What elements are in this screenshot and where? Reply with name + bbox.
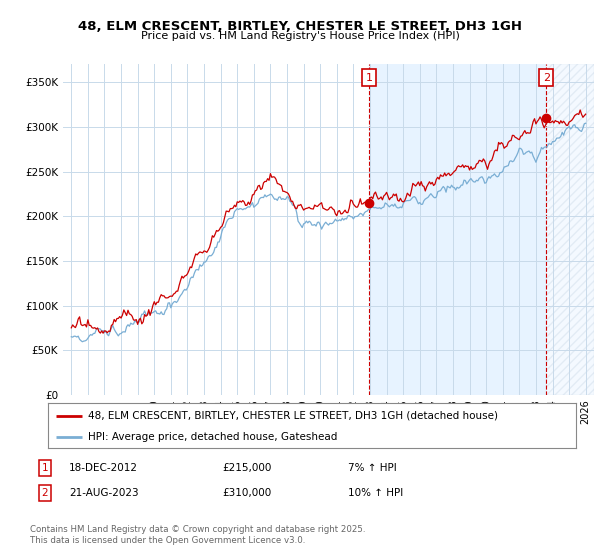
Text: 48, ELM CRESCENT, BIRTLEY, CHESTER LE STREET, DH3 1GH: 48, ELM CRESCENT, BIRTLEY, CHESTER LE ST… [78, 20, 522, 32]
Text: £310,000: £310,000 [222, 488, 271, 498]
Text: HPI: Average price, detached house, Gateshead: HPI: Average price, detached house, Gate… [88, 432, 337, 442]
Bar [547, 64, 594, 395]
Text: £215,000: £215,000 [222, 463, 271, 473]
Text: 2: 2 [543, 73, 550, 83]
Text: 7% ↑ HPI: 7% ↑ HPI [348, 463, 397, 473]
Text: 10% ↑ HPI: 10% ↑ HPI [348, 488, 403, 498]
Text: 1: 1 [41, 463, 49, 473]
Bar [370, 64, 547, 395]
Text: Price paid vs. HM Land Registry's House Price Index (HPI): Price paid vs. HM Land Registry's House … [140, 31, 460, 41]
Text: 2: 2 [41, 488, 49, 498]
Text: 1: 1 [366, 73, 373, 83]
Text: 18-DEC-2012: 18-DEC-2012 [69, 463, 138, 473]
Text: 48, ELM CRESCENT, BIRTLEY, CHESTER LE STREET, DH3 1GH (detached house): 48, ELM CRESCENT, BIRTLEY, CHESTER LE ST… [88, 410, 497, 421]
Text: 21-AUG-2023: 21-AUG-2023 [69, 488, 139, 498]
Text: Contains HM Land Registry data © Crown copyright and database right 2025.
This d: Contains HM Land Registry data © Crown c… [30, 525, 365, 545]
